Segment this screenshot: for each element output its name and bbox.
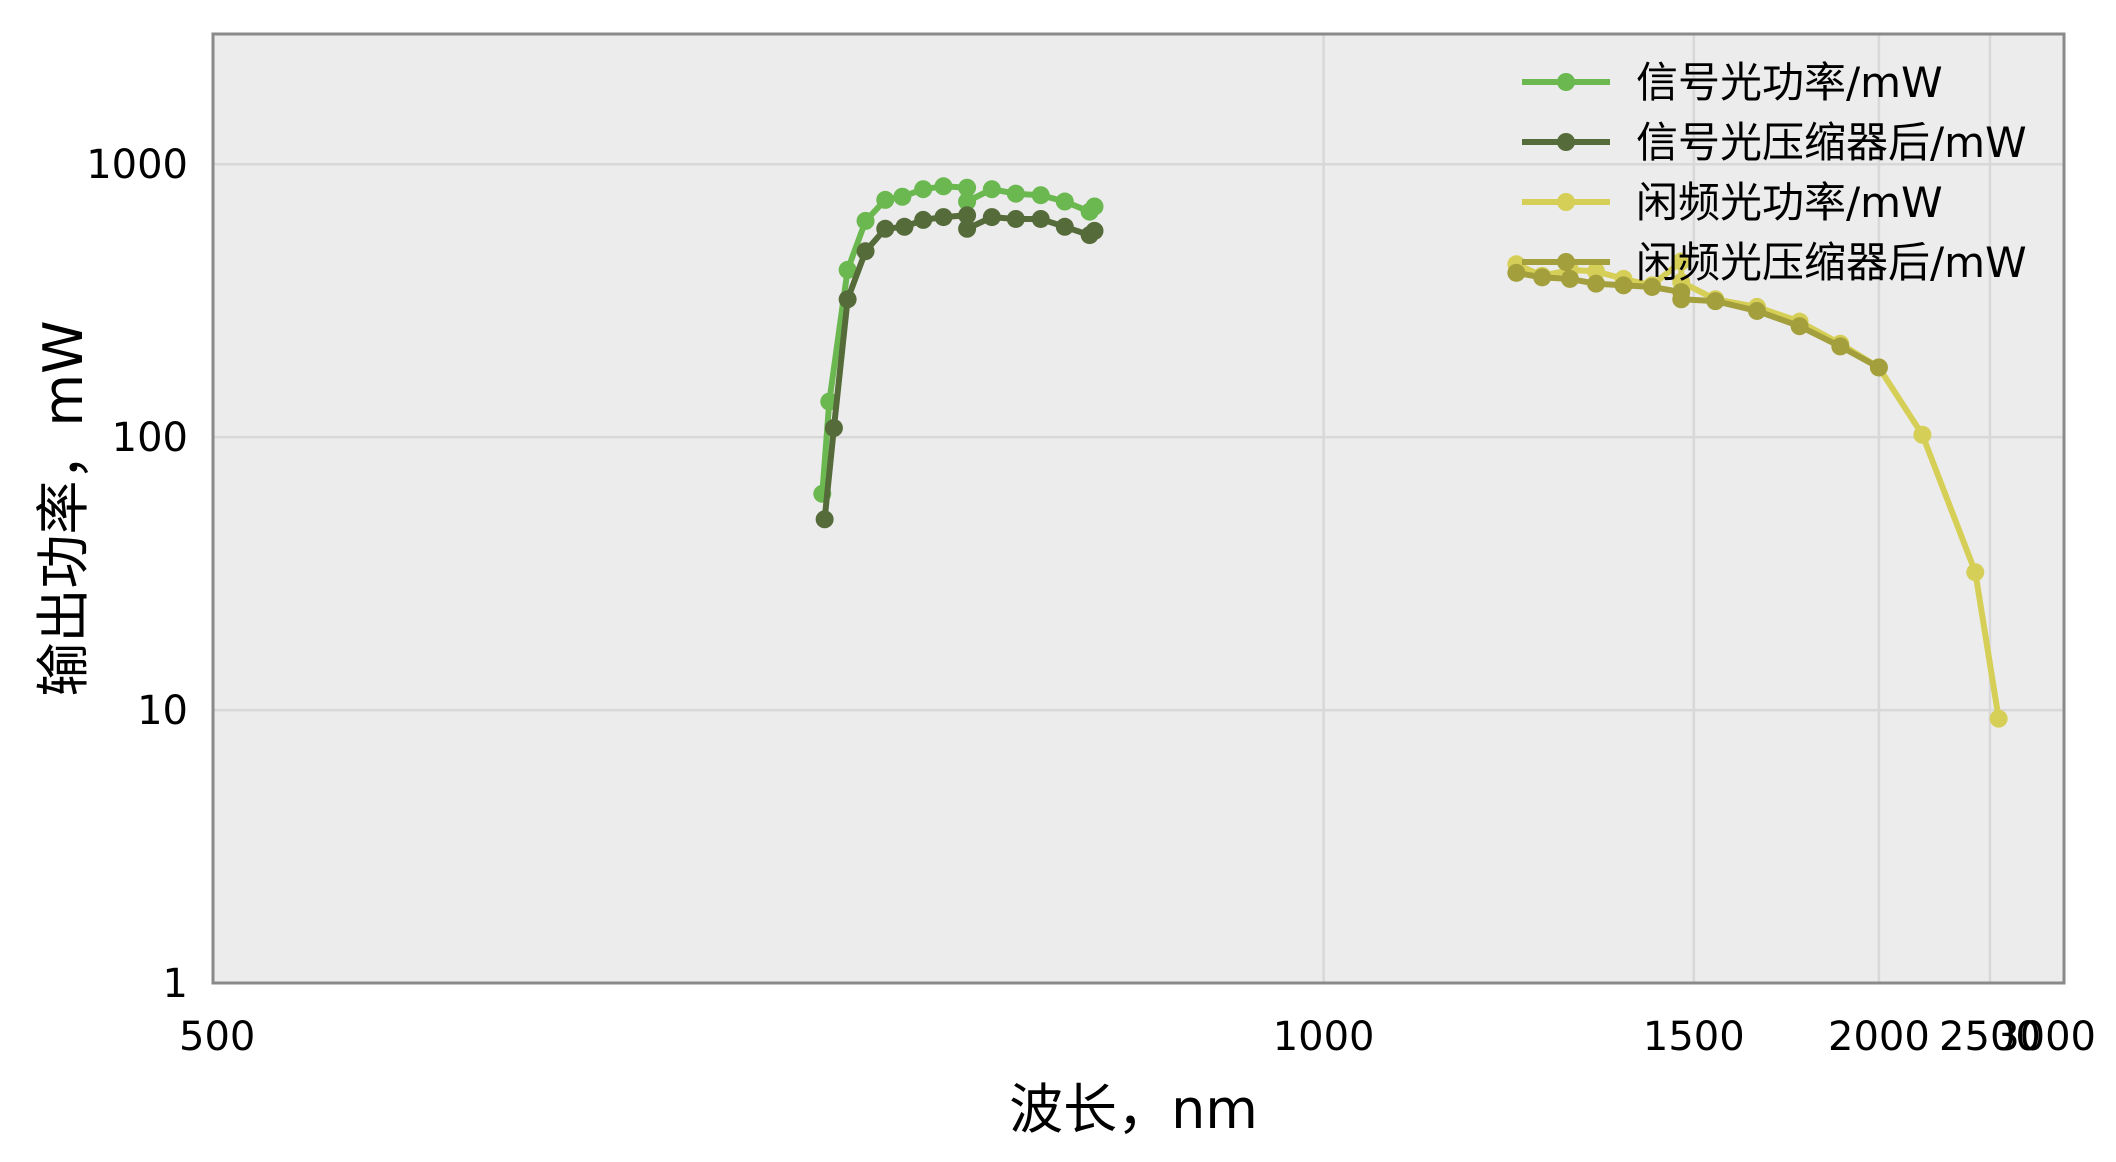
legend: 信号光功率/mW 信号光压缩器后/mW 闲频光功率/mW 闲频光压缩器后/mW xyxy=(1522,58,2027,287)
data-point xyxy=(1587,274,1606,293)
x-tick-label: 1500 xyxy=(1643,1014,1745,1060)
data-point xyxy=(958,178,977,197)
data-point xyxy=(838,290,857,309)
y-tick-label: 10 xyxy=(137,688,188,734)
data-point xyxy=(1006,209,1025,228)
data-point xyxy=(934,177,953,196)
data-point xyxy=(1533,268,1552,287)
x-axis-title: 波长，nm xyxy=(1009,1078,1258,1141)
data-point xyxy=(1085,221,1104,240)
series-1-line xyxy=(819,183,1098,497)
data-point xyxy=(1031,209,1050,228)
grid-layer xyxy=(213,34,2064,983)
y-tick-label: 1000 xyxy=(86,142,188,188)
data-point xyxy=(1587,262,1606,281)
y-tick-label: 100 xyxy=(112,415,188,461)
data-point xyxy=(815,510,834,529)
data-point xyxy=(958,206,977,225)
legend-item: 闲频光压缩器后/mW xyxy=(1522,238,2027,287)
y-axis-title: 输出功率，mW xyxy=(32,321,95,697)
series-2-line xyxy=(821,212,1098,523)
data-point xyxy=(1507,263,1526,282)
data-point xyxy=(824,419,843,438)
data-point xyxy=(838,260,857,279)
y-axis-ticks: 1 10 100 1000 xyxy=(86,142,188,1007)
data-point xyxy=(895,217,914,236)
data-point xyxy=(1966,563,1985,582)
data-point xyxy=(1989,709,2008,728)
data-point xyxy=(1869,358,1888,377)
plot-area xyxy=(213,34,2064,983)
data-point xyxy=(1055,192,1074,211)
data-point xyxy=(934,208,953,227)
legend-swatch-marker xyxy=(1557,193,1575,211)
data-point xyxy=(982,208,1001,227)
legend-swatch-marker xyxy=(1557,253,1575,271)
legend-label: 闲频光功率/mW xyxy=(1636,178,1943,227)
x-tick-label: 3000 xyxy=(1994,1014,2096,1060)
data-point xyxy=(982,180,1001,199)
data-point xyxy=(1672,252,1691,271)
data-point xyxy=(1031,186,1050,205)
series-layer xyxy=(813,177,2008,728)
data-point xyxy=(1006,184,1025,203)
data-point xyxy=(1643,277,1662,296)
data-point xyxy=(876,219,895,238)
data-point xyxy=(893,187,912,206)
data-point xyxy=(856,211,875,230)
data-point xyxy=(958,219,977,238)
legend-item: 闲频光功率/mW xyxy=(1522,178,1943,227)
data-point xyxy=(1831,337,1850,356)
data-point xyxy=(1790,317,1809,336)
x-tick-label: 500 xyxy=(179,1014,255,1060)
legend-label: 闲频光压缩器后/mW xyxy=(1636,238,2027,287)
series-3-line xyxy=(1513,258,2002,722)
data-point xyxy=(1055,217,1074,236)
y-tick-label: 1 xyxy=(163,961,188,1007)
legend-item: 信号光压缩器后/mW xyxy=(1522,118,2027,167)
data-point xyxy=(1614,276,1633,295)
series-4 xyxy=(1507,263,1888,377)
data-point xyxy=(914,180,933,199)
data-point xyxy=(1560,269,1579,288)
plot-frame xyxy=(211,32,2066,985)
data-point xyxy=(1672,290,1691,309)
series-2 xyxy=(815,206,1104,529)
legend-label: 信号光压缩器后/mW xyxy=(1636,118,2027,167)
legend-label: 信号光功率/mW xyxy=(1636,58,1943,107)
data-point xyxy=(876,190,895,209)
legend-swatch-marker xyxy=(1557,133,1575,151)
data-point xyxy=(1913,425,1932,444)
data-point xyxy=(958,192,977,211)
legend-item: 信号光功率/mW xyxy=(1522,58,1943,107)
x-tick-label: 2000 xyxy=(1828,1014,1930,1060)
data-point xyxy=(1085,197,1104,216)
data-point xyxy=(1748,301,1767,320)
data-point xyxy=(856,242,875,261)
x-tick-label: 1000 xyxy=(1273,1014,1375,1060)
legend-swatch-marker xyxy=(1557,73,1575,91)
data-point xyxy=(1706,292,1725,311)
x-tick-label: 2500 xyxy=(1939,1014,2041,1060)
data-point xyxy=(914,210,933,229)
